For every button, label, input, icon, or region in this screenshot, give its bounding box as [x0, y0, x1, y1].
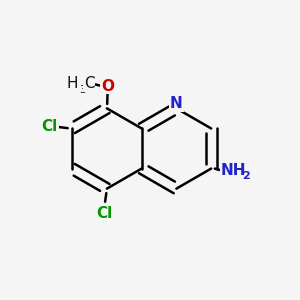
Text: H: H: [66, 76, 78, 91]
Text: 3: 3: [79, 85, 86, 95]
Text: NH: NH: [221, 163, 246, 178]
Text: O: O: [101, 79, 114, 94]
Text: Cl: Cl: [96, 206, 112, 220]
Text: Cl: Cl: [42, 119, 58, 134]
Text: N: N: [170, 96, 183, 111]
Text: C: C: [84, 76, 94, 91]
Text: 2: 2: [242, 171, 250, 181]
